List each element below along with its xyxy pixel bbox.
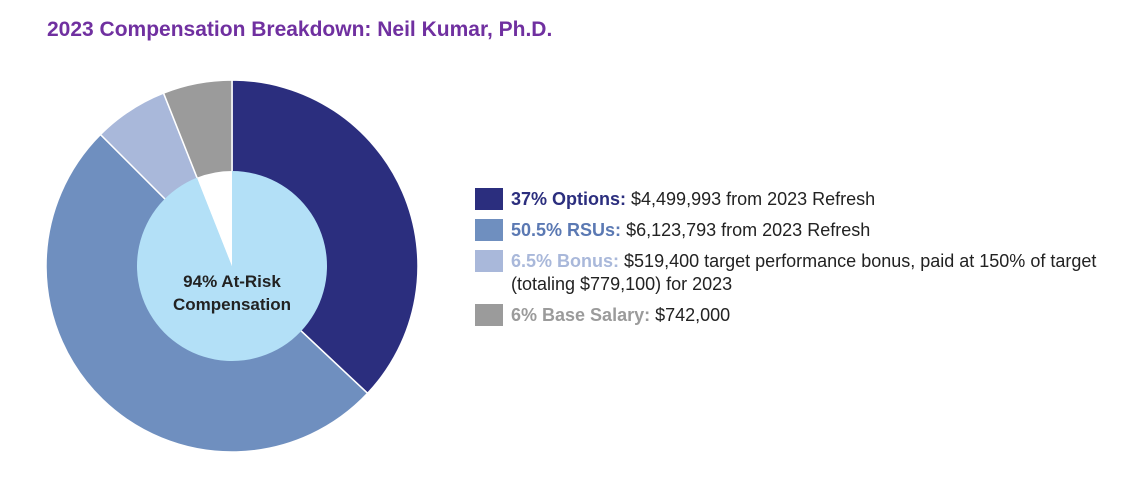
inner-slice-at-risk: [137, 171, 328, 362]
legend-label-options: 37% Options:: [511, 189, 627, 209]
legend-swatch-base-salary: [475, 304, 503, 326]
legend-item-options: 37% Options: $4,499,993 from 2023 Refres…: [475, 188, 1111, 211]
legend-value-base-salary: $742,000: [650, 305, 731, 325]
pie-slice-options: [231, 79, 419, 395]
legend-text-bonus: 6.5% Bonus: $519,400 target performance …: [511, 250, 1111, 296]
chart-title: 2023 Compensation Breakdown: Neil Kumar,…: [47, 18, 553, 41]
legend: 37% Options: $4,499,993 from 2023 Refres…: [475, 188, 1111, 335]
legend-value-bonus: $519,400 target performance bonus, paid …: [511, 251, 1097, 294]
legend-text-rsus: 50.5% RSUs: $6,123,793 from 2023 Refresh: [511, 219, 1111, 242]
legend-text-base-salary: 6% Base Salary: $742,000: [511, 304, 1111, 327]
inner-slice-fixed: [197, 171, 232, 266]
legend-label-bonus: 6.5% Bonus:: [511, 251, 620, 271]
legend-item-base-salary: 6% Base Salary: $742,000: [475, 304, 1111, 327]
legend-text-options: 37% Options: $4,499,993 from 2023 Refres…: [511, 188, 1111, 211]
legend-value-options: $4,499,993 from 2023 Refresh: [626, 189, 876, 209]
legend-label-rsus: 50.5% RSUs:: [511, 220, 622, 240]
legend-swatch-rsus: [475, 219, 503, 241]
center-label-line-2: Compensation: [172, 295, 292, 314]
center-label: 94% At-Risk Compensation: [137, 270, 327, 316]
legend-swatch-options: [475, 188, 503, 210]
legend-item-rsus: 50.5% RSUs: $6,123,793 from 2023 Refresh: [475, 219, 1111, 242]
center-label-line-1: 94% At-Risk: [183, 272, 281, 291]
legend-value-rsus: $6,123,793 from 2023 Refresh: [621, 220, 871, 240]
donut-chart: [45, 79, 419, 453]
legend-label-base-salary: 6% Base Salary:: [511, 305, 651, 325]
legend-item-bonus: 6.5% Bonus: $519,400 target performance …: [475, 250, 1111, 296]
inner-ring: [137, 171, 328, 362]
legend-swatch-bonus: [475, 250, 503, 272]
